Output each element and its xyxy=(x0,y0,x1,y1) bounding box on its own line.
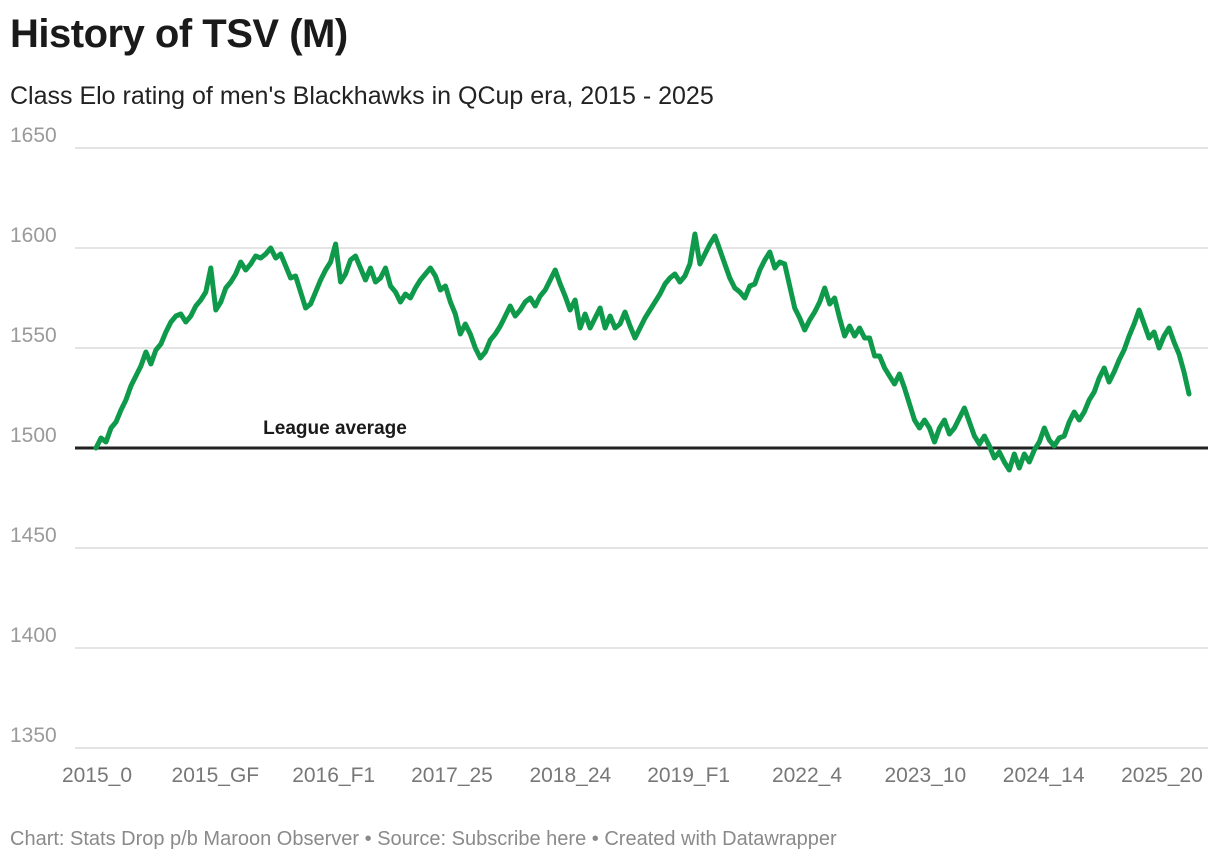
x-tick-label: 2017_25 xyxy=(411,764,493,787)
x-tick-label: 2015_GF xyxy=(172,764,260,787)
x-tick-label: 2019_F1 xyxy=(647,764,730,787)
footer-separator: • xyxy=(591,828,599,850)
x-tick-label: 2025_20 xyxy=(1121,764,1203,787)
series-group xyxy=(93,231,1192,473)
grid-lines xyxy=(75,147,1208,749)
y-tick-label: 1650 xyxy=(10,124,57,147)
x-tick-label: 2016_F1 xyxy=(292,764,375,787)
footer-separator: • xyxy=(364,828,372,850)
y-tick-label: 1400 xyxy=(10,624,57,647)
y-tick-label: 1500 xyxy=(10,424,57,447)
footer-credit: Chart: Stats Drop p/b Maroon Observer xyxy=(10,828,360,850)
chart-footer: Chart: Stats Drop p/b Maroon Observer • … xyxy=(10,828,837,851)
x-tick-label: 2024_14 xyxy=(1003,764,1085,787)
x-tick-label: 2022_4 xyxy=(772,764,842,787)
y-tick-label: 1600 xyxy=(10,224,57,247)
x-tick-label: 2015_0 xyxy=(62,764,132,787)
y-axis-ticks: 1350 1400 1450 1500 1550 1600 1650 xyxy=(10,124,57,747)
y-tick-label: 1550 xyxy=(10,324,57,347)
x-tick-label: 2023_10 xyxy=(884,764,966,787)
chart-subtitle: Class Elo rating of men's Blackhawks in … xyxy=(10,82,714,110)
chart-title: History of TSV (M) xyxy=(10,12,348,56)
reference-line-label: League average xyxy=(263,418,407,439)
footer-source-link[interactable]: Source: Subscribe here xyxy=(377,828,587,850)
x-axis-ticks: 2015_0 2015_GF 2016_F1 2017_25 2018_24 2019_F… xyxy=(62,764,1203,787)
y-tick-label: 1350 xyxy=(10,724,57,747)
series-line xyxy=(93,231,1192,473)
x-tick-label: 2018_24 xyxy=(529,764,611,787)
footer-created-link[interactable]: Created with Datawrapper xyxy=(604,828,837,850)
league-average-line: League average xyxy=(75,418,1208,450)
y-tick-label: 1450 xyxy=(10,524,57,547)
